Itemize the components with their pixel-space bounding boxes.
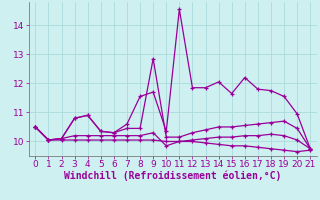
X-axis label: Windchill (Refroidissement éolien,°C): Windchill (Refroidissement éolien,°C) — [64, 171, 282, 181]
